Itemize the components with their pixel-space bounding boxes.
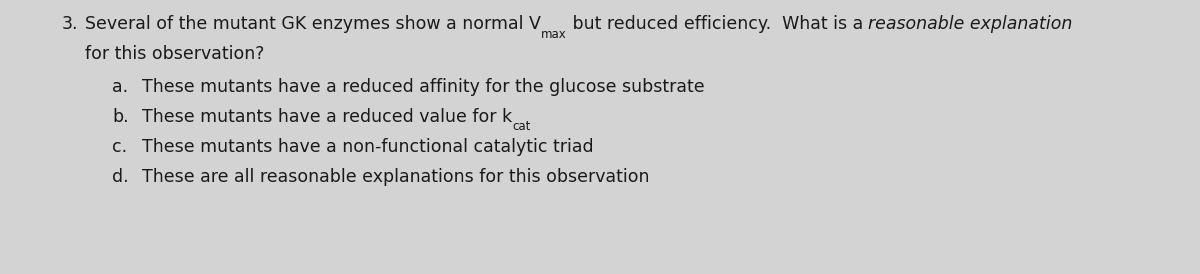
Text: cat: cat <box>512 121 530 133</box>
Text: Several of the mutant GK enzymes show a normal V: Several of the mutant GK enzymes show a … <box>85 15 541 33</box>
Text: but reduced efficiency.  What is a: but reduced efficiency. What is a <box>566 15 869 33</box>
Text: a.: a. <box>112 78 128 96</box>
Text: These mutants have a reduced affinity for the glucose substrate: These mutants have a reduced affinity fo… <box>142 78 704 96</box>
Text: reasonable explanation: reasonable explanation <box>869 15 1073 33</box>
Text: b.: b. <box>112 108 128 126</box>
Text: c.: c. <box>112 138 127 156</box>
Text: for this observation?: for this observation? <box>85 45 264 63</box>
Text: These mutants have a reduced value for k: These mutants have a reduced value for k <box>142 108 512 126</box>
Text: d.: d. <box>112 168 128 186</box>
Text: These mutants have a non-functional catalytic triad: These mutants have a non-functional cata… <box>142 138 594 156</box>
Text: 3.: 3. <box>62 15 78 33</box>
Text: max: max <box>541 28 566 41</box>
Text: These are all reasonable explanations for this observation: These are all reasonable explanations fo… <box>142 168 649 186</box>
